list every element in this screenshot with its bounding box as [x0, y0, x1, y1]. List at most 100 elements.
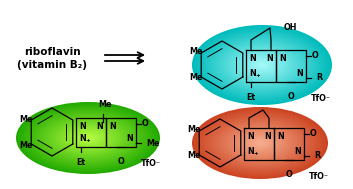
Ellipse shape	[216, 39, 307, 91]
Ellipse shape	[199, 29, 325, 101]
Text: Et: Et	[77, 158, 85, 167]
Ellipse shape	[232, 48, 292, 82]
Ellipse shape	[25, 106, 151, 170]
Ellipse shape	[205, 114, 315, 172]
Ellipse shape	[81, 134, 95, 142]
Ellipse shape	[197, 28, 327, 102]
Ellipse shape	[196, 27, 329, 103]
Text: Me: Me	[189, 47, 203, 57]
Ellipse shape	[199, 111, 321, 175]
Text: O: O	[142, 119, 148, 129]
Ellipse shape	[224, 124, 296, 162]
Ellipse shape	[217, 121, 303, 166]
Ellipse shape	[22, 105, 155, 171]
Text: OH: OH	[284, 23, 298, 33]
Ellipse shape	[240, 132, 280, 154]
Ellipse shape	[245, 135, 275, 151]
Ellipse shape	[231, 47, 293, 83]
Ellipse shape	[209, 116, 311, 170]
Text: O: O	[310, 129, 316, 139]
Ellipse shape	[253, 139, 267, 147]
Ellipse shape	[250, 138, 270, 148]
Ellipse shape	[222, 42, 302, 88]
Ellipse shape	[20, 104, 156, 172]
Ellipse shape	[208, 34, 316, 96]
Text: O: O	[118, 157, 124, 166]
Ellipse shape	[228, 126, 292, 160]
Ellipse shape	[40, 114, 137, 162]
Ellipse shape	[211, 36, 313, 94]
Ellipse shape	[245, 55, 280, 75]
Text: N: N	[247, 147, 254, 156]
Ellipse shape	[229, 46, 295, 84]
Text: N: N	[79, 122, 86, 131]
Ellipse shape	[201, 112, 319, 174]
Text: Me: Me	[187, 152, 201, 160]
Ellipse shape	[226, 125, 294, 161]
Ellipse shape	[239, 52, 285, 78]
Text: TfO⁻: TfO⁻	[141, 159, 161, 168]
Text: TfO⁻: TfO⁻	[309, 172, 329, 181]
Ellipse shape	[194, 108, 326, 178]
Ellipse shape	[253, 60, 271, 70]
Ellipse shape	[83, 135, 94, 141]
Ellipse shape	[209, 35, 315, 95]
Ellipse shape	[243, 54, 281, 76]
Text: N: N	[126, 134, 133, 143]
Ellipse shape	[63, 125, 113, 151]
Ellipse shape	[197, 110, 323, 176]
Ellipse shape	[192, 107, 328, 179]
Ellipse shape	[201, 30, 323, 100]
Ellipse shape	[213, 118, 307, 168]
Ellipse shape	[251, 59, 273, 71]
Ellipse shape	[258, 142, 262, 144]
Ellipse shape	[218, 40, 306, 90]
Ellipse shape	[204, 32, 320, 98]
Ellipse shape	[23, 106, 153, 170]
Ellipse shape	[260, 64, 264, 66]
Ellipse shape	[196, 109, 325, 177]
Ellipse shape	[68, 128, 108, 148]
Ellipse shape	[241, 53, 283, 77]
Ellipse shape	[220, 41, 304, 89]
Text: N: N	[277, 132, 284, 141]
Ellipse shape	[72, 130, 104, 146]
Text: R: R	[314, 152, 320, 160]
Ellipse shape	[36, 112, 140, 164]
Text: Et: Et	[246, 93, 256, 102]
Ellipse shape	[192, 25, 332, 105]
Text: R: R	[316, 74, 322, 83]
Text: Me: Me	[187, 125, 201, 135]
Ellipse shape	[215, 38, 309, 92]
Ellipse shape	[225, 44, 299, 86]
Ellipse shape	[56, 122, 120, 154]
Ellipse shape	[236, 50, 288, 80]
Ellipse shape	[29, 108, 148, 168]
Ellipse shape	[258, 63, 265, 67]
Ellipse shape	[231, 128, 289, 158]
Ellipse shape	[41, 115, 135, 161]
Text: +: +	[85, 138, 90, 143]
Ellipse shape	[66, 127, 109, 149]
Ellipse shape	[246, 136, 274, 150]
Text: riboflavin: riboflavin	[24, 47, 80, 57]
Ellipse shape	[206, 33, 318, 97]
Ellipse shape	[227, 45, 297, 85]
Ellipse shape	[221, 122, 299, 164]
Ellipse shape	[47, 117, 130, 159]
Text: N: N	[249, 54, 256, 63]
Ellipse shape	[216, 120, 304, 166]
Ellipse shape	[248, 137, 272, 149]
Ellipse shape	[257, 62, 267, 68]
Ellipse shape	[77, 133, 99, 143]
Ellipse shape	[223, 123, 297, 163]
Ellipse shape	[204, 113, 316, 173]
Ellipse shape	[27, 107, 149, 169]
Ellipse shape	[70, 129, 106, 147]
Text: Me: Me	[19, 140, 33, 149]
Ellipse shape	[255, 61, 269, 69]
Ellipse shape	[73, 131, 102, 145]
Text: +: +	[253, 151, 258, 156]
Text: N: N	[264, 132, 271, 141]
Ellipse shape	[58, 123, 119, 153]
